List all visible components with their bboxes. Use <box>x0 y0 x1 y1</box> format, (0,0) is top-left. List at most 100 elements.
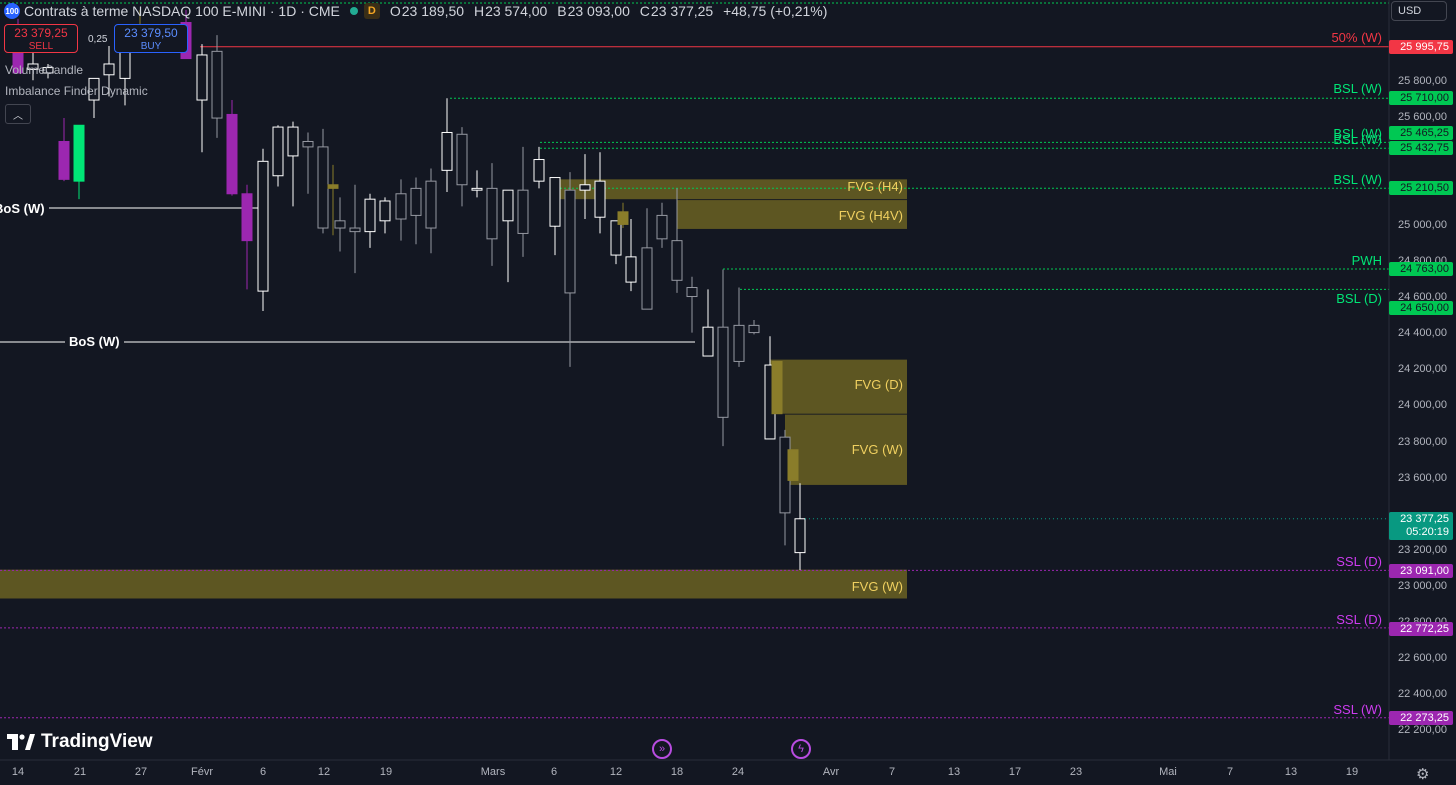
candle-body <box>211 50 223 119</box>
candle-body <box>379 200 391 222</box>
ohlc-values: O23 189,50 H23 574,00 B23 093,00 C23 377… <box>390 3 834 19</box>
fvg-label-w: FVG (W) <box>851 579 903 594</box>
price-axis-label: 23 600,00 <box>1398 472 1447 484</box>
tradingview-logo[interactable]: TradingView <box>7 731 153 753</box>
level-label-bsl-w: BSL (W) <box>1333 132 1382 147</box>
price-axis-label: 24 600,00 <box>1398 291 1447 303</box>
fvg-zone <box>677 200 907 229</box>
level-tag-bsl-d: 24 650,00 <box>1389 301 1453 315</box>
tradingview-logo-icon <box>7 734 35 750</box>
market-open-dot <box>349 7 358 15</box>
buy-label: BUY <box>140 41 162 52</box>
indicator-imbalance-finder[interactable]: Imbalance Finder Dynamic <box>5 84 148 98</box>
candle-body <box>748 324 760 334</box>
candle-body <box>302 140 314 148</box>
price-axis-label: 25 000,00 <box>1398 219 1447 231</box>
ohlc-low-value: 23 093,00 <box>567 3 630 19</box>
price-axis-label: 24 400,00 <box>1398 327 1447 339</box>
level-tag-bsl-w: 25 432,75 <box>1389 141 1453 155</box>
time-axis-label: Févr <box>191 766 213 778</box>
time-axis-label: 7 <box>1226 766 1234 778</box>
time-axis-label: 19 <box>379 766 393 778</box>
candle-body <box>334 220 346 229</box>
sell-button[interactable]: 23 379,25 SELL <box>4 24 78 53</box>
level-label-ssl-d: SSL (D) <box>1336 612 1382 627</box>
level-tag-ssl-d: 22 772,25 <box>1389 622 1453 636</box>
candle-body <box>103 63 115 76</box>
level-tag-bsl-w: 25 710,00 <box>1389 91 1453 105</box>
candle-body <box>686 287 698 298</box>
time-axis-label: 27 <box>134 766 148 778</box>
candle-body <box>349 227 361 233</box>
fvg-label-d: FVG (D) <box>854 377 903 392</box>
symbol-badge[interactable]: 100 <box>4 3 20 19</box>
buy-price: 23 379,50 <box>124 26 178 40</box>
symbol-title[interactable]: Contrats à terme NASDAQ 100 E-MINI · 1D … <box>24 3 340 19</box>
ohlc-close-key: C <box>639 3 650 19</box>
candle-body <box>58 140 70 180</box>
fast-forward-icon: » <box>658 743 666 755</box>
currency-selector[interactable]: USD <box>1391 1 1447 21</box>
alert-button[interactable]: ϟ <box>791 739 811 759</box>
candle-body <box>441 131 453 171</box>
price-axis-label: 24 000,00 <box>1398 399 1447 411</box>
candle-body <box>226 113 238 195</box>
price-axis-label: 23 200,00 <box>1398 544 1447 556</box>
time-axis-label: Avr <box>822 766 840 778</box>
sell-label: SELL <box>28 41 54 52</box>
indicator-volumecandle[interactable]: VolumeCandle <box>5 63 84 77</box>
time-axis-label: 17 <box>1008 766 1022 778</box>
sell-price: 23 379,25 <box>14 26 68 40</box>
candle-body <box>73 124 85 182</box>
tradingview-logo-text: TradingView <box>41 731 153 752</box>
replay-button[interactable]: » <box>652 739 672 759</box>
time-axis-label: 21 <box>73 766 87 778</box>
price-axis-label: 22 600,00 <box>1398 652 1447 664</box>
price-axis-label: 24 200,00 <box>1398 363 1447 375</box>
candle-body <box>517 189 529 234</box>
chevron-up-icon: ︿ <box>13 110 23 122</box>
candle-body <box>272 126 284 177</box>
candle-body <box>317 146 329 229</box>
candle-body <box>787 449 799 481</box>
current-price-tag: 23 377,25 05:20:19 <box>1389 512 1453 540</box>
candle-body <box>42 67 54 74</box>
time-axis-label: 13 <box>1284 766 1298 778</box>
level-tag-pwh: 24 763,00 <box>1389 262 1453 276</box>
bos-label: BoS (W) <box>0 201 49 216</box>
time-axis-label: 12 <box>317 766 331 778</box>
candle-body <box>196 54 208 101</box>
candle-body <box>257 160 269 292</box>
time-axis-label: 18 <box>670 766 684 778</box>
candle-body <box>671 240 683 281</box>
time-axis-label: 23 <box>1069 766 1083 778</box>
candle-body <box>794 518 806 554</box>
candle-countdown: 05:20:19 <box>1406 526 1449 538</box>
candle-body <box>625 256 637 283</box>
candle-body <box>410 187 422 216</box>
bos-label: BoS (W) <box>65 334 124 349</box>
price-axis-label: 23 800,00 <box>1398 436 1447 448</box>
level-label-ssl-d: SSL (D) <box>1336 554 1382 569</box>
lightning-icon: ϟ <box>798 743 804 755</box>
candle-body <box>656 214 668 240</box>
time-axis-label: 6 <box>259 766 267 778</box>
ohlc-open-key: O <box>389 3 401 19</box>
time-axis-label: Mars <box>480 766 506 778</box>
buy-button[interactable]: 23 379,50 BUY <box>114 24 188 53</box>
price-axis-label: 22 200,00 <box>1398 724 1447 736</box>
candle-body <box>486 187 498 240</box>
collapse-indicators-button[interactable]: ︿ <box>5 104 31 124</box>
data-status-badge[interactable]: D <box>363 3 380 19</box>
time-axis-label: 24 <box>731 766 745 778</box>
price-axis-label: 25 800,00 <box>1398 75 1447 87</box>
time-axis-label: 7 <box>888 766 896 778</box>
price-axis-label: 23 000,00 <box>1398 580 1447 592</box>
fvg-label-h4v: FVG (H4V) <box>838 208 903 223</box>
ohlc-low-key: B <box>557 3 567 19</box>
time-axis-label: 6 <box>550 766 558 778</box>
candle-body <box>702 326 714 357</box>
candle-body <box>579 184 591 191</box>
gear-icon[interactable]: ⚙ <box>1416 766 1430 783</box>
